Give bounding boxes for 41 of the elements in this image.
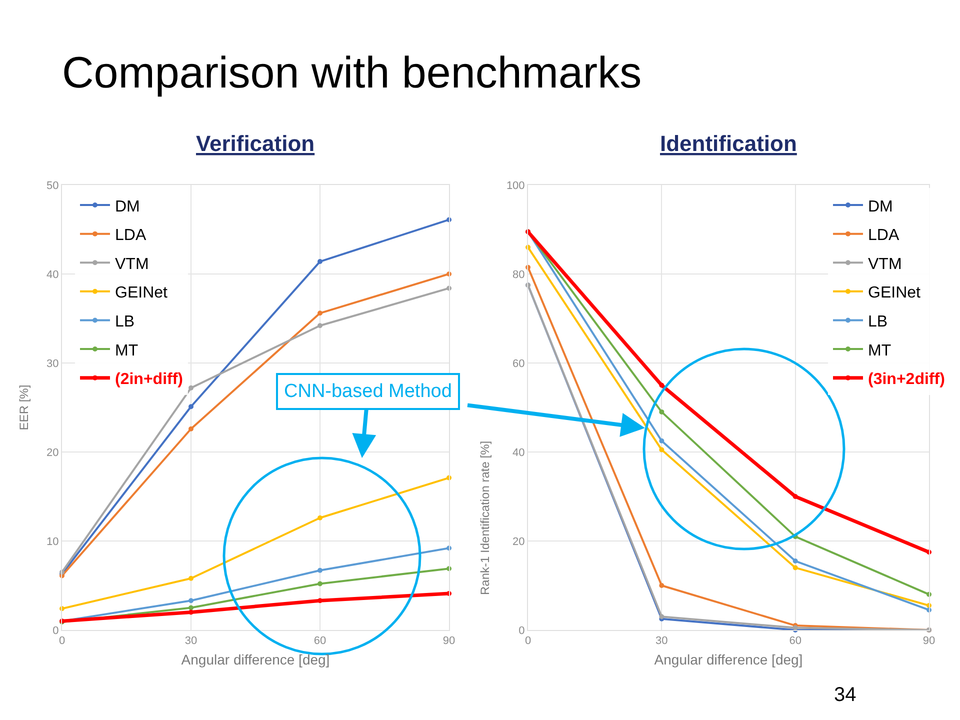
x-axis-title: Angular difference [deg] [181, 652, 330, 668]
y-tick-label: 80 [512, 268, 525, 281]
legend-label: LB [115, 313, 135, 330]
x-tick-label: 90 [442, 635, 456, 648]
legend-label: VTM [868, 256, 902, 273]
legend-label: MT [868, 342, 892, 360]
annotation: CNN-based Method [284, 381, 452, 402]
y-tick-label: 20 [46, 446, 59, 459]
y-tick-label: 60 [512, 358, 525, 370]
chart-subtitle: Verification [196, 131, 315, 156]
y-tick-label: 40 [512, 446, 525, 459]
x-tick-label: 60 [789, 635, 802, 648]
legend-label: LDA [115, 227, 146, 244]
y-tick-label: 0 [52, 624, 59, 637]
y-tick-label: 100 [506, 180, 525, 192]
y-tick-label: 30 [46, 358, 59, 370]
legend-label: LDA [868, 227, 900, 244]
y-axis-title: EER [%] [16, 384, 31, 430]
legend-label: (3in+2diff) [868, 371, 945, 388]
y-tick-label: 0 [518, 624, 525, 637]
legend-label: GEINet [115, 284, 168, 302]
x-tick-label: 90 [922, 635, 936, 648]
chart-subtitle: Identification [660, 131, 797, 156]
y-tick-label: 50 [46, 180, 59, 192]
y-tick-label: 20 [512, 536, 525, 548]
legend-label: (2in+diff) [115, 371, 183, 388]
y-tick-label: 10 [46, 536, 59, 548]
legend-label: LB [868, 313, 888, 330]
legend-label: VTM [115, 256, 149, 273]
legend-label: DM [115, 198, 140, 216]
y-tick-label: 40 [46, 268, 59, 281]
x-axis-title: Angular difference [deg] [654, 652, 803, 668]
text: 34 [834, 684, 856, 706]
y-axis-title: Rank-1 Identification rate [%] [478, 440, 492, 595]
legend-label: DM [868, 198, 893, 216]
x-tick-label: 30 [184, 635, 198, 648]
chart-title: Comparison with benchmarks [62, 48, 642, 98]
x-tick-label: 60 [314, 635, 326, 648]
legend-label: MT [115, 342, 138, 360]
x-tick-label: 30 [656, 635, 668, 648]
legend-label: GEINet [868, 284, 922, 302]
